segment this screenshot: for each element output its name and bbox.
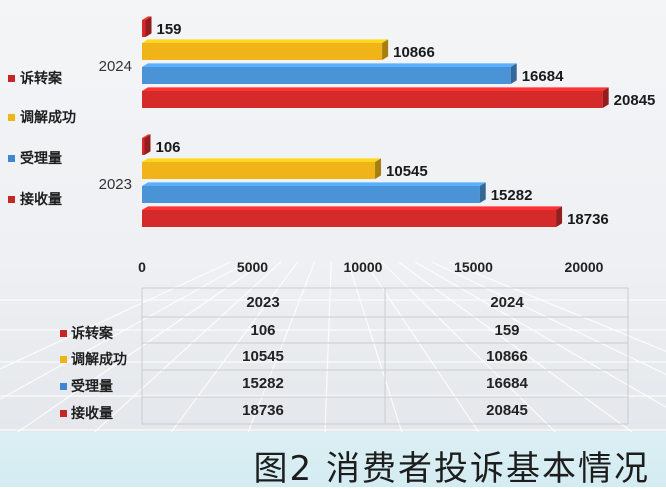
- x-tick-label: 5000: [237, 259, 268, 275]
- year-axis-label: 2024: [99, 58, 132, 75]
- figure-caption: 图2 消费者投诉基本情况: [253, 449, 650, 489]
- x-tick-label: 0: [138, 259, 146, 275]
- floor-grid-line: [170, 261, 299, 432]
- bar-side-face: [510, 63, 517, 84]
- bar-side-face: [375, 158, 382, 179]
- bar: [142, 162, 376, 179]
- bar-top-face: [142, 134, 151, 138]
- legend-label: 诉转案: [20, 71, 62, 87]
- legend-item: 调解成功: [8, 107, 76, 127]
- legend-swatch: [8, 74, 15, 82]
- x-tick-label: 20000: [565, 259, 604, 275]
- floor-grid-line: [431, 261, 666, 376]
- bar-value-label: 16684: [522, 68, 564, 85]
- floor-grid-line: [381, 261, 556, 432]
- legend-item: 诉转案: [8, 68, 62, 88]
- legend-item: 接收量: [8, 189, 62, 209]
- bar: [142, 20, 146, 37]
- x-tick-label: 15000: [454, 259, 493, 275]
- legend-swatch: [8, 113, 15, 121]
- bar-top-face: [142, 63, 517, 67]
- bar-top-face: [142, 182, 486, 186]
- legend-swatch: [8, 195, 15, 203]
- floor-grid-line: [448, 261, 666, 352]
- floor-grid-line: [398, 261, 633, 432]
- bar: [142, 67, 511, 84]
- bar-value-label: 15282: [491, 187, 533, 204]
- x-tick-label: 10000: [344, 259, 383, 275]
- bar-side-face: [602, 87, 609, 108]
- floor-grid-line: [0, 261, 231, 370]
- legend-label: 调解成功: [20, 110, 76, 126]
- legend-item: 受理量: [8, 148, 62, 168]
- bar-value-label: 10545: [386, 163, 428, 180]
- bar-top-face: [142, 87, 609, 91]
- floor-grid-line: [94, 261, 282, 432]
- legend-label: 受理量: [20, 151, 62, 167]
- bar: [142, 138, 145, 155]
- bar-side-face: [479, 182, 486, 203]
- bar-value-label: 10866: [393, 44, 435, 61]
- floor-grid-line: [247, 261, 316, 432]
- bar-value-label: 106: [156, 139, 181, 156]
- year-axis-label: 2023: [99, 176, 132, 193]
- bar-value-label: 20845: [614, 92, 656, 109]
- legend-label: 接收量: [20, 192, 62, 208]
- floor-grid-line: [324, 261, 332, 432]
- floor-grid-line: [347, 261, 403, 432]
- legend-swatch: [8, 154, 15, 162]
- bar-top-face: [142, 158, 382, 162]
- bar-side-face: [382, 39, 389, 60]
- bar-side-face: [144, 134, 151, 155]
- bar: [142, 43, 383, 60]
- bar: [142, 186, 480, 203]
- bar-value-label: 159: [157, 21, 182, 38]
- bar-chart: 106 10545 15282 18736 159 10866 16684 20845 202…: [0, 16, 666, 432]
- bar: [142, 210, 557, 227]
- floor-grid-line: [414, 261, 666, 408]
- caption-bar: [0, 432, 666, 487]
- bar-top-face: [142, 206, 563, 210]
- bar-side-face: [556, 206, 563, 227]
- floor-grid-line: [0, 261, 248, 400]
- bar-side-face: [145, 16, 152, 37]
- bar-value-label: 18736: [567, 211, 609, 228]
- floor-grid-line: [17, 261, 265, 432]
- floor-grid-line: [364, 261, 480, 432]
- bar-top-face: [142, 39, 389, 43]
- bar-top-face: [142, 16, 152, 20]
- bar: [142, 91, 603, 108]
